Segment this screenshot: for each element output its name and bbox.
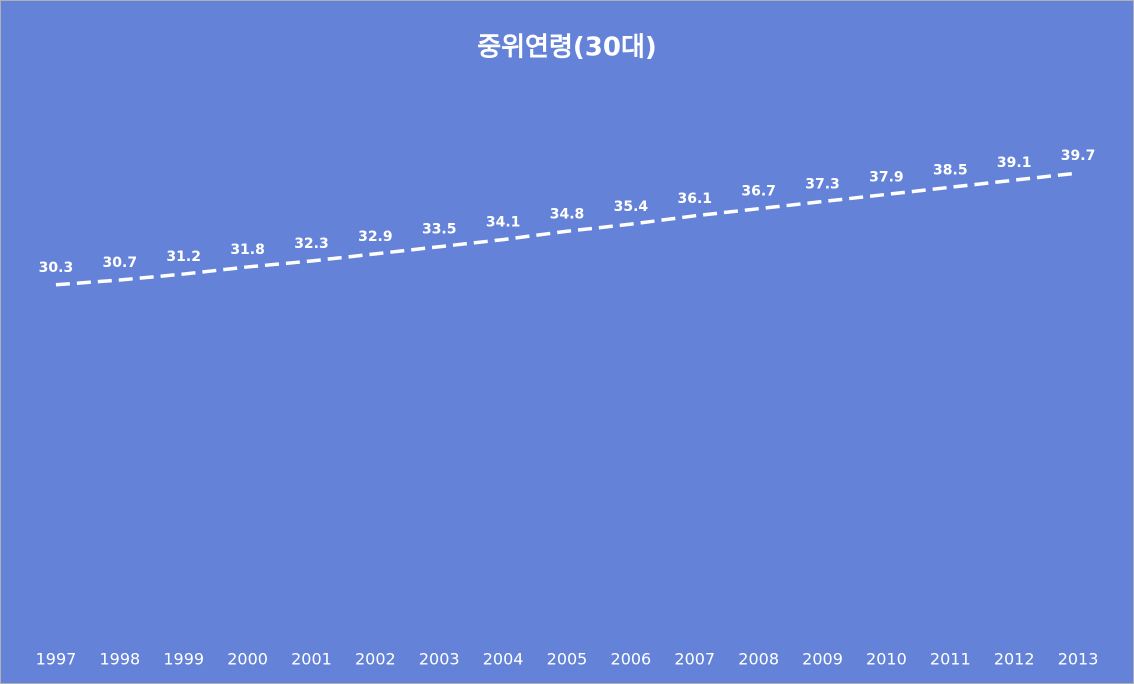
data-label-background bbox=[547, 205, 587, 224]
x-tick-label: 1997 bbox=[36, 650, 77, 669]
data-label-background bbox=[931, 161, 970, 180]
data-label: 34.8 bbox=[550, 206, 585, 222]
data-label-background bbox=[36, 258, 76, 277]
data-label-background bbox=[867, 168, 906, 187]
data-label: 30.7 bbox=[103, 255, 138, 271]
data-label-background bbox=[675, 189, 715, 208]
data-label: 36.7 bbox=[741, 184, 776, 200]
data-label: 39.1 bbox=[997, 155, 1032, 171]
data-label: 36.1 bbox=[677, 191, 712, 207]
data-label-background bbox=[100, 254, 140, 273]
data-label-background bbox=[356, 227, 395, 246]
data-label: 32.3 bbox=[294, 236, 329, 252]
data-label-background bbox=[1058, 147, 1098, 166]
data-label: 33.5 bbox=[422, 222, 457, 238]
data-label: 31.2 bbox=[166, 249, 201, 265]
x-tick-label: 2007 bbox=[674, 650, 715, 669]
x-tick-label: 2013 bbox=[1058, 650, 1099, 669]
data-label: 30.3 bbox=[39, 260, 74, 276]
x-tick-label: 2001 bbox=[291, 650, 332, 669]
x-tick-label: 2004 bbox=[483, 650, 524, 669]
x-tick-label: 2012 bbox=[994, 650, 1035, 669]
data-label: 35.4 bbox=[614, 199, 649, 215]
x-tick-label: 2010 bbox=[866, 650, 907, 669]
data-label: 34.1 bbox=[486, 215, 521, 231]
x-tick-label: 2003 bbox=[419, 650, 460, 669]
data-label: 39.7 bbox=[1061, 148, 1096, 164]
x-tick-label: 2006 bbox=[611, 650, 652, 669]
data-label-background bbox=[739, 182, 778, 201]
data-label: 37.9 bbox=[869, 169, 904, 185]
x-tick-label: 2011 bbox=[930, 650, 971, 669]
chart-title: 중위연령(30대) bbox=[477, 33, 657, 63]
data-label-background bbox=[164, 248, 203, 267]
data-label-background bbox=[611, 198, 651, 217]
x-tick-label: 2008 bbox=[738, 650, 779, 669]
x-tick-label: 1999 bbox=[163, 650, 204, 669]
x-tick-label: 2000 bbox=[227, 650, 268, 669]
x-tick-label: 2002 bbox=[355, 650, 396, 669]
data-label-background bbox=[803, 175, 842, 194]
data-label-background bbox=[292, 234, 331, 253]
data-label: 37.3 bbox=[805, 177, 840, 193]
data-label: 31.8 bbox=[230, 242, 265, 258]
data-label: 38.5 bbox=[933, 162, 968, 178]
data-label-background bbox=[228, 240, 267, 259]
data-label-background bbox=[994, 154, 1034, 173]
x-tick-label: 2005 bbox=[547, 650, 588, 669]
x-tick-label: 2009 bbox=[802, 650, 843, 669]
x-tick-label: 1998 bbox=[99, 650, 140, 669]
data-label-background bbox=[483, 213, 523, 232]
data-label-background bbox=[419, 220, 459, 239]
data-line bbox=[55, 171, 1079, 287]
data-label: 32.9 bbox=[358, 229, 393, 245]
